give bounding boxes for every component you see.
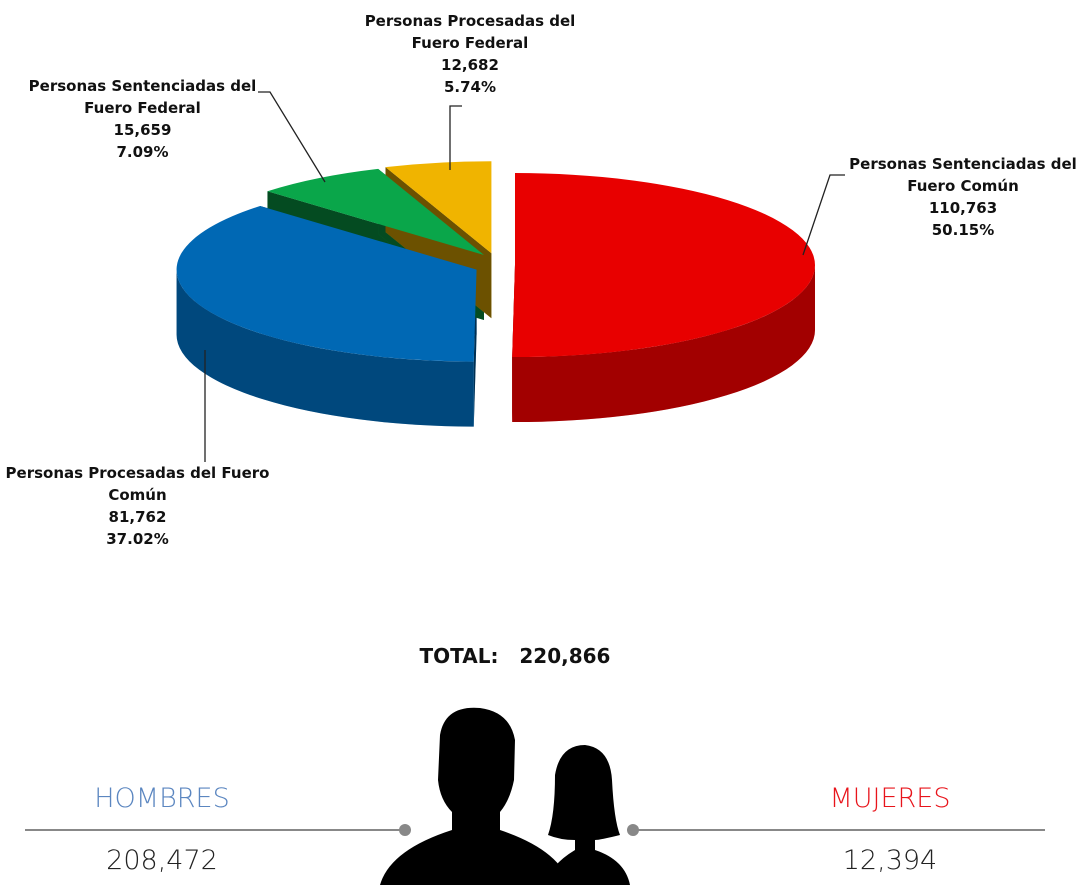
slice: [385, 161, 492, 254]
category-label: Personas Procesadas del Fuero Federal: [364, 12, 576, 52]
category-label: Personas Sentenciadas del Fuero Federal: [28, 77, 257, 117]
total-value: 220,866: [519, 644, 611, 668]
leader-line: [258, 91, 326, 183]
group-value: 12,394: [842, 845, 938, 876]
slice-label: Personas Procesadas del Fuero Común 81,76…: [5, 462, 270, 550]
group-name: MUJERES: [829, 783, 951, 814]
man-icon: [380, 707, 570, 885]
slice-wall: [512, 265, 815, 423]
slice-label: Personas Sentenciadas del Fuero Común 110…: [843, 153, 1083, 241]
slice-tops: [176, 161, 815, 362]
dot: [399, 824, 411, 836]
woman-icon: [545, 745, 630, 885]
slice-label: Personas Procesadas del Fuero Federal 12,…: [340, 10, 600, 98]
slice: [176, 205, 477, 362]
value-label: 81,762: [108, 508, 167, 526]
value-label: 15,659: [113, 121, 172, 139]
slice-label: Personas Sentenciadas del Fuero Federal 1…: [20, 75, 265, 163]
total: TOTAL: 220,866: [405, 645, 625, 667]
dot: [627, 824, 639, 836]
slice-wall-shade: [176, 269, 474, 427]
total-label: TOTAL:: [419, 644, 499, 668]
slice: [267, 168, 484, 255]
slice: [512, 173, 815, 358]
value-label: 50.15%: [931, 221, 995, 239]
pie: [176, 161, 815, 427]
leader-line: [802, 174, 845, 256]
slice-wall: [176, 269, 474, 427]
leader-line: [449, 105, 462, 170]
slice-wall-shade: [512, 265, 815, 423]
value-label: 5.74%: [443, 78, 497, 96]
silhouettes: [380, 707, 630, 885]
category-label: Personas Sentenciadas del Fuero Común: [849, 155, 1077, 195]
category-label: Personas Procesadas del Fuero Común: [5, 464, 270, 504]
leaders: [204, 91, 845, 462]
value-label: 12,682: [441, 56, 499, 74]
value-label: 37.02%: [106, 530, 169, 548]
group-name: HOMBRES: [94, 783, 230, 814]
group-value: 208,472: [106, 845, 218, 876]
value-label: 110,763: [928, 199, 998, 217]
value-label: 7.09%: [116, 143, 169, 161]
